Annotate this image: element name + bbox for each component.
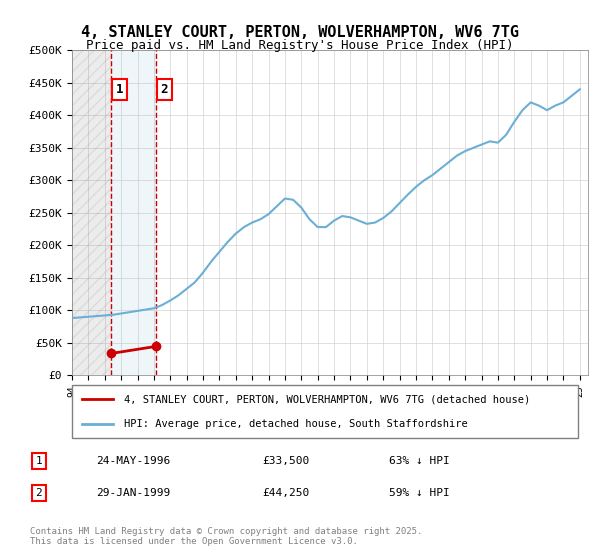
Text: 24-MAY-1996: 24-MAY-1996 xyxy=(96,456,170,466)
Text: 2: 2 xyxy=(35,488,42,498)
Text: HPI: Average price, detached house, South Staffordshire: HPI: Average price, detached house, Sout… xyxy=(124,419,467,429)
Text: Price paid vs. HM Land Registry's House Price Index (HPI): Price paid vs. HM Land Registry's House … xyxy=(86,39,514,52)
Text: £44,250: £44,250 xyxy=(262,488,309,498)
Bar xyxy=(72,50,112,375)
FancyBboxPatch shape xyxy=(72,385,578,438)
Text: 4, STANLEY COURT, PERTON, WOLVERHAMPTON, WV6 7TG (detached house): 4, STANLEY COURT, PERTON, WOLVERHAMPTON,… xyxy=(124,394,530,404)
Text: 1: 1 xyxy=(116,83,124,96)
Text: 63% ↓ HPI: 63% ↓ HPI xyxy=(389,456,449,466)
Text: 2: 2 xyxy=(160,83,168,96)
Text: 59% ↓ HPI: 59% ↓ HPI xyxy=(389,488,449,498)
Text: Contains HM Land Registry data © Crown copyright and database right 2025.
This d: Contains HM Land Registry data © Crown c… xyxy=(30,526,422,546)
Bar xyxy=(112,50,155,375)
Text: 4, STANLEY COURT, PERTON, WOLVERHAMPTON, WV6 7TG: 4, STANLEY COURT, PERTON, WOLVERHAMPTON,… xyxy=(81,25,519,40)
Text: £33,500: £33,500 xyxy=(262,456,309,466)
Text: 29-JAN-1999: 29-JAN-1999 xyxy=(96,488,170,498)
Text: 1: 1 xyxy=(35,456,42,466)
